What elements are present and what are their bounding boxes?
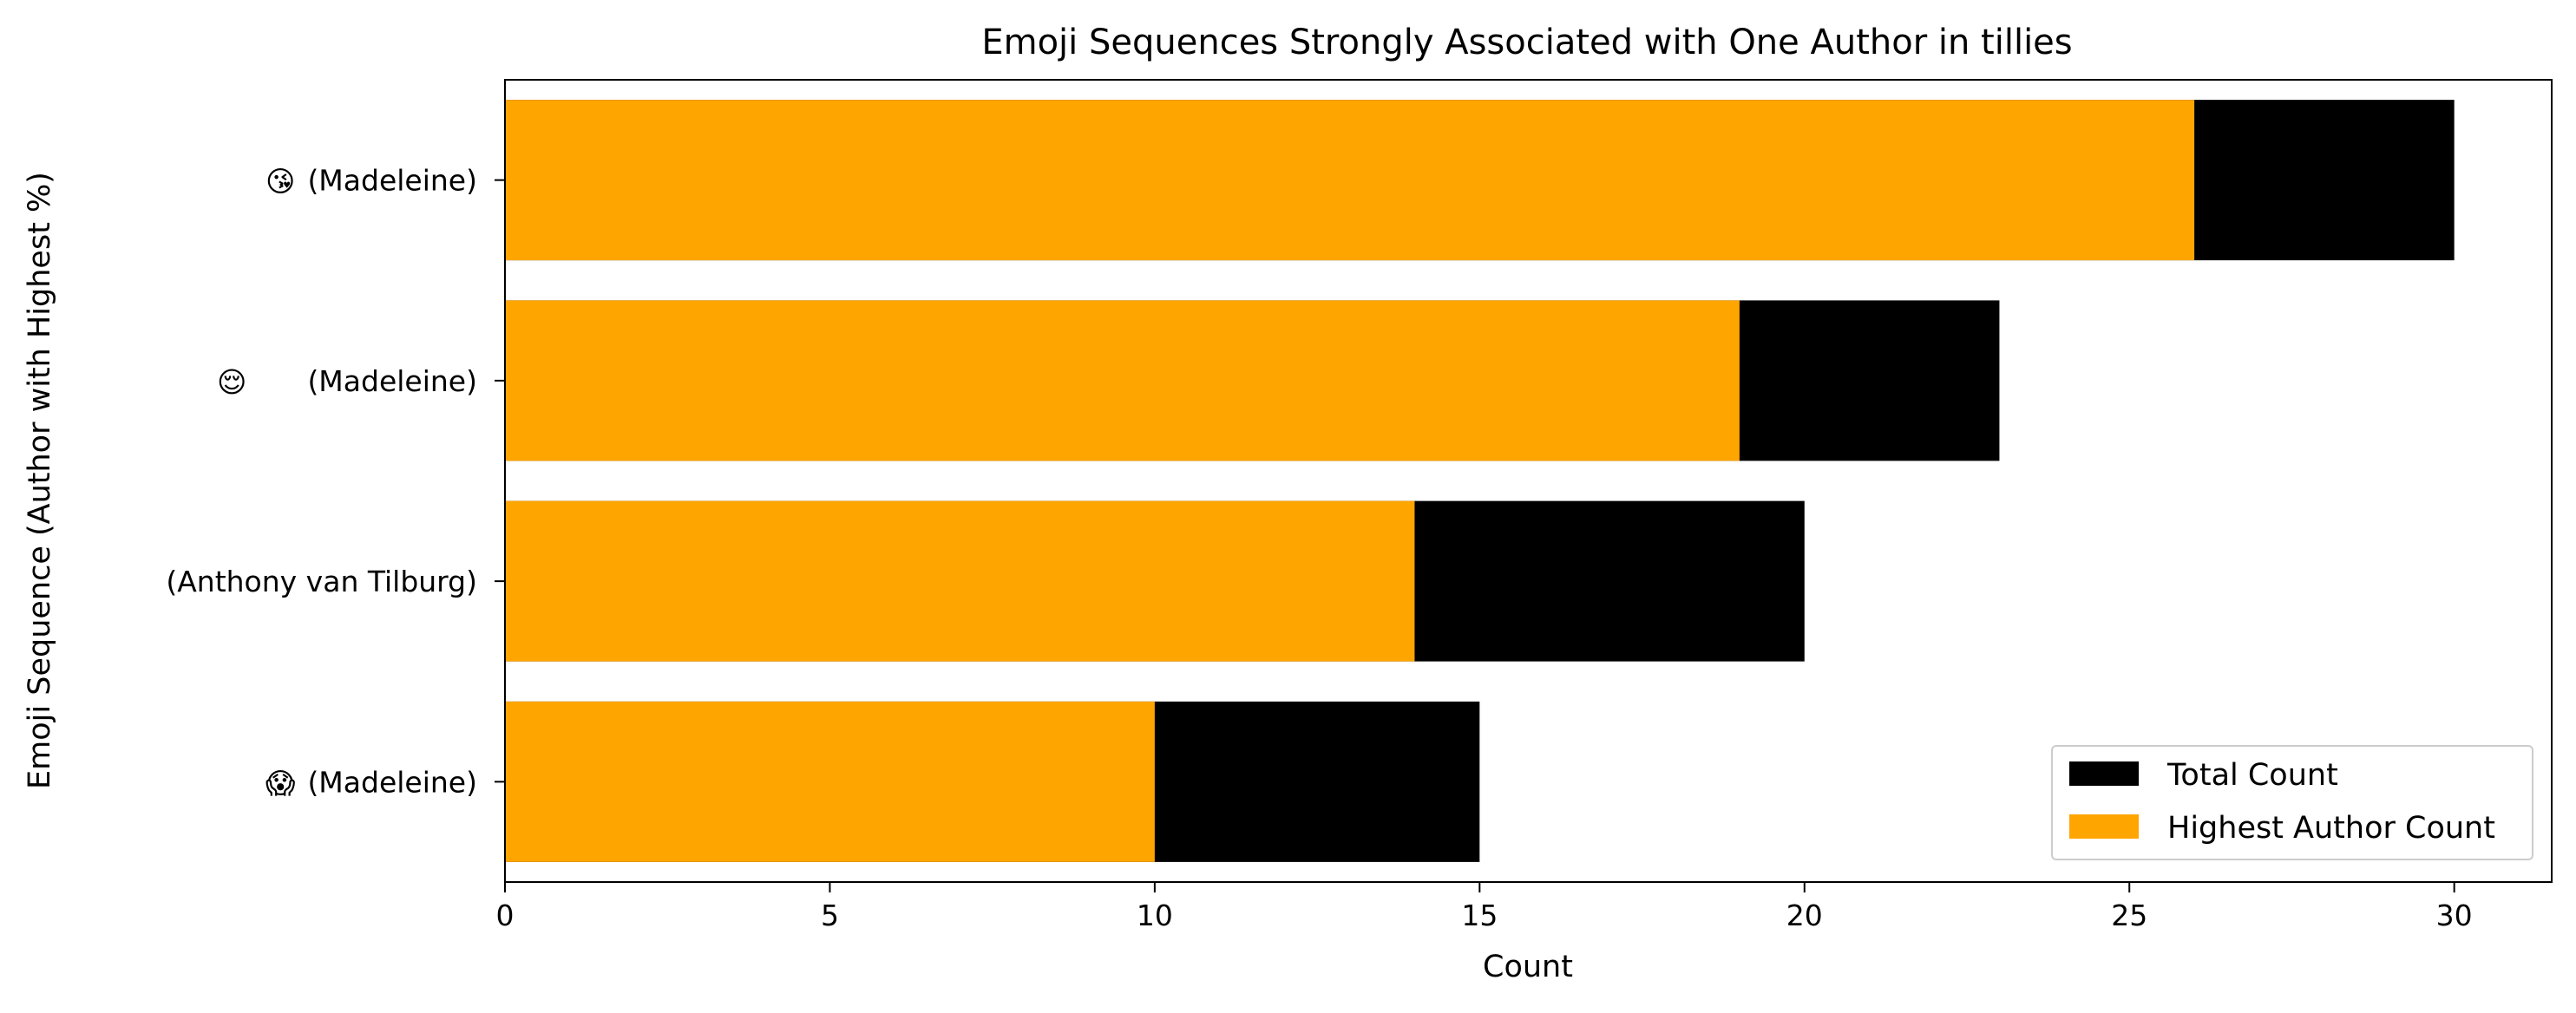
y-tick-label-emoji: 😌 xyxy=(217,365,246,399)
x-tick-label: 15 xyxy=(1461,899,1498,932)
x-tick-label: 30 xyxy=(2436,899,2473,932)
chart-title: Emoji Sequences Strongly Associated with… xyxy=(981,23,2072,62)
x-tick-label: 0 xyxy=(496,899,515,932)
x-tick-label: 20 xyxy=(1786,899,1823,932)
legend-swatch-total-count xyxy=(2069,761,2139,786)
bar-highest-author-count-1 xyxy=(505,300,1740,461)
plot-frame xyxy=(504,79,2553,883)
x-tick-label: 10 xyxy=(1137,899,1173,932)
legend: Total Count Highest Author Count xyxy=(2051,745,2533,860)
legend-label-total-count: Total Count xyxy=(2166,758,2338,793)
legend-frame xyxy=(2051,745,2533,860)
y-tick-label-emoji: 😱 xyxy=(265,766,295,800)
legend-swatch-highest-author-count xyxy=(2069,814,2139,839)
y-tick-label-author: (Anthony van Tilburg) xyxy=(166,565,477,598)
y-axis-label: Emoji Sequence (Author with Highest %) xyxy=(23,172,57,789)
y-tick-label-author: (Madeleine) xyxy=(307,765,477,799)
bar-highest-author-count-2 xyxy=(505,500,1415,662)
bar-highest-author-count-0 xyxy=(505,100,2195,261)
x-tick-label: 5 xyxy=(821,899,839,932)
y-tick-label-author: (Madeleine) xyxy=(307,364,477,398)
x-axis-ticks: 0 5 10 15 20 25 30 xyxy=(496,882,2473,932)
x-tick-label: 25 xyxy=(2111,899,2147,932)
x-axis-label: Count xyxy=(1483,950,1573,984)
y-axis-ticks: (Madeleine) 😘 (Madeleine) 😌 (Anthony van Til… xyxy=(166,164,505,800)
y-tick-label-author: (Madeleine) xyxy=(307,164,477,198)
legend-label-highest-author-count: Highest Author Count xyxy=(2167,811,2495,846)
bars-layer xyxy=(505,100,2455,862)
bar-highest-author-count-3 xyxy=(505,701,1155,862)
y-tick-label-emoji: 😘 xyxy=(265,165,295,199)
